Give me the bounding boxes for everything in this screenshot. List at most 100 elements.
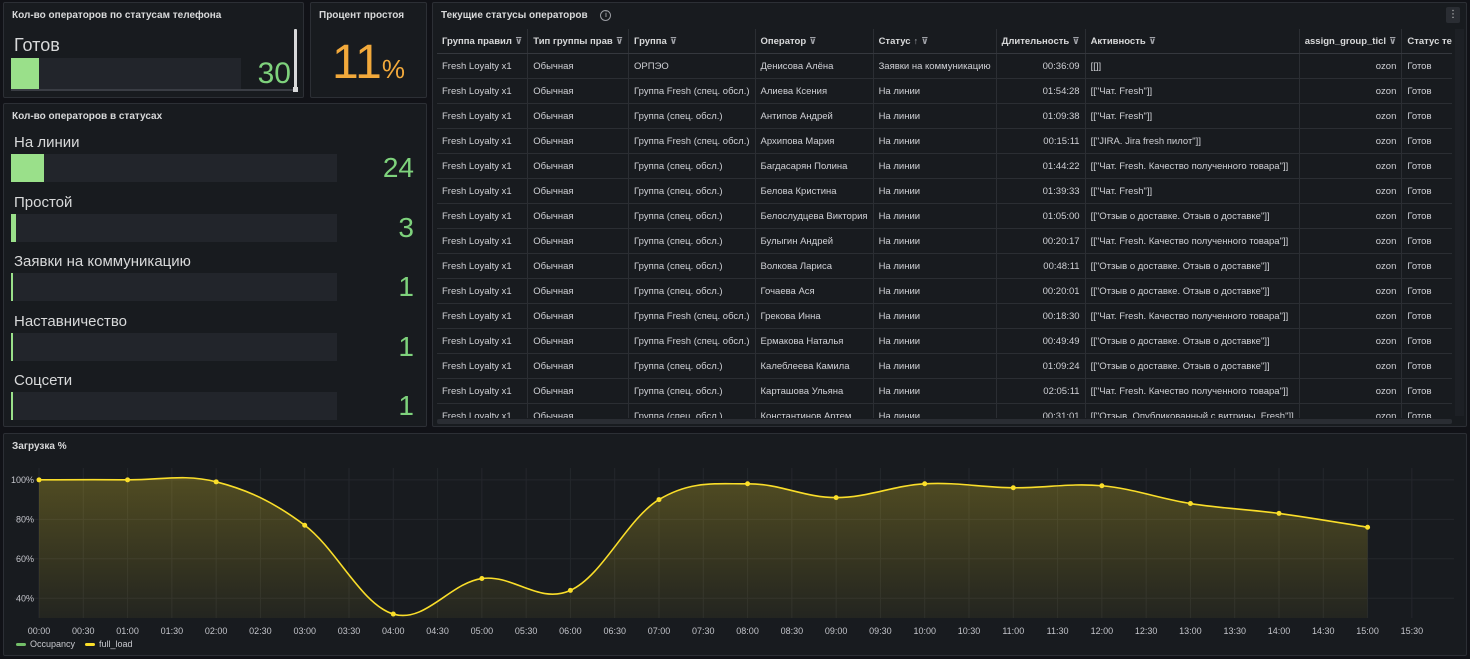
filter-icon[interactable]: ⊽	[514, 35, 523, 46]
vertical-scrollbar[interactable]	[1455, 29, 1464, 416]
table-cell: Fresh Loyalty x1	[437, 153, 529, 179]
table-row[interactable]: Fresh Loyalty x1 Обычная Группа Fresh (спе…	[437, 128, 1452, 154]
table-cell: Fresh Loyalty x1	[437, 78, 529, 104]
filter-icon[interactable]: ⊽	[1148, 35, 1157, 46]
table-row[interactable]: Fresh Loyalty x1 Обычная Группа (спец. обс…	[437, 103, 1452, 129]
bargauge-fill	[11, 58, 39, 89]
x-tick-label: 07:00	[648, 626, 671, 636]
table-row[interactable]: Fresh Loyalty x1 Обычная Группа (спец. обс…	[437, 253, 1452, 279]
filter-icon[interactable]: ⊽	[669, 35, 678, 46]
filter-icon[interactable]: ⊽	[809, 35, 817, 46]
table-cell: Fresh Loyalty x1	[437, 253, 529, 279]
table-cell: 00:20:17	[996, 228, 1086, 254]
table-row[interactable]: Fresh Loyalty x1 Обычная Группа Fresh (спе…	[437, 78, 1452, 104]
y-tick-label: 80%	[16, 514, 34, 524]
status-bar-track	[11, 332, 337, 361]
table-cell: Архипова Мария	[755, 128, 874, 154]
filter-icon[interactable]: ⊽	[1389, 35, 1397, 46]
table-cell: [["Чат. Fresh. Качество полученного това…	[1085, 378, 1300, 404]
table-cell: ozon	[1299, 303, 1403, 329]
table-cell: Обычная	[527, 378, 630, 404]
resize-handle[interactable]	[293, 87, 298, 92]
column-header-label: assign_group_ticl	[1304, 35, 1387, 47]
table-cell: Обычная	[527, 303, 630, 329]
stat-unit: %	[381, 54, 405, 84]
table-cell: Денисова Алёна	[755, 53, 874, 79]
info-icon[interactable]: i	[600, 10, 612, 21]
column-header[interactable]: Группа правил ⊽	[437, 29, 529, 54]
column-header[interactable]: Группа ⊽	[628, 29, 756, 54]
column-header[interactable]: Длительность ⊽	[996, 29, 1086, 54]
table-cell: Обычная	[527, 403, 630, 418]
x-tick-label: 10:30	[958, 626, 981, 636]
column-header[interactable]: Статус теле	[1401, 29, 1452, 54]
table-cell: Группа (спец. обсл.)	[628, 278, 756, 304]
table-row[interactable]: Fresh Loyalty x1 Обычная Группа (спец. обс…	[437, 228, 1452, 254]
table-cell: 01:09:38	[996, 103, 1086, 129]
status-bar-track	[11, 273, 337, 301]
table-cell: Fresh Loyalty x1	[437, 403, 529, 418]
filter-icon[interactable]: ⊽	[1072, 35, 1080, 46]
x-tick-label: 03:30	[338, 626, 361, 636]
table-row[interactable]: Fresh Loyalty x1 Обычная Группа (спец. обс…	[437, 403, 1452, 418]
sort-asc-icon[interactable]: ↑	[913, 35, 919, 46]
table-cell: Белослудцева Виктория	[755, 203, 874, 229]
bargauge-value: 30	[257, 57, 291, 90]
table-cell: 00:36:09	[996, 53, 1086, 79]
table-row[interactable]: Fresh Loyalty x1 Обычная ОРПЭО Денисова Алё…	[437, 53, 1452, 79]
more-vertical-icon[interactable]: ⋮	[1446, 7, 1460, 23]
scrollbar[interactable]	[294, 29, 297, 89]
table-cell: Группа (спец. обсл.)	[628, 178, 756, 204]
filter-icon[interactable]: ⊽	[921, 35, 929, 46]
table-cell: Обычная	[527, 353, 630, 379]
column-header[interactable]: Тип группы прав ⊽	[527, 29, 630, 54]
table-row[interactable]: Fresh Loyalty x1 Обычная Группа (спец. обс…	[437, 153, 1452, 179]
table-cell: Fresh Loyalty x1	[437, 353, 529, 379]
table-cell: Группа Fresh (спец. обсл.)	[628, 78, 756, 104]
data-point	[1276, 510, 1282, 516]
table-row[interactable]: Fresh Loyalty x1 Обычная Группа (спец. обс…	[437, 178, 1452, 204]
data-point	[656, 497, 662, 503]
table-cell: Группа Fresh (спец. обсл.)	[628, 303, 756, 329]
table-cell: Заявки на коммуникацию	[873, 53, 997, 79]
table-cell: ozon	[1299, 128, 1403, 154]
legend-label: full_load	[99, 639, 133, 649]
table-cell: 00:31:01	[996, 403, 1086, 418]
panel-title: Текущие статусы операторов i	[441, 10, 612, 21]
table-cell: ozon	[1299, 253, 1403, 279]
status-bar-fill	[11, 213, 16, 242]
table-cell: ozon	[1299, 403, 1403, 418]
column-header[interactable]: Статус ↑ ⊽	[873, 29, 997, 54]
table-row[interactable]: Fresh Loyalty x1 Обычная Группа Fresh (спе…	[437, 328, 1452, 354]
filter-icon[interactable]: ⊽	[615, 35, 624, 46]
table-cell: На линии	[873, 203, 997, 229]
table-row[interactable]: Fresh Loyalty x1 Обычная Группа (спец. обс…	[437, 278, 1452, 304]
table-row[interactable]: Fresh Loyalty x1 Обычная Группа (спец. обс…	[437, 378, 1452, 404]
load-chart[interactable]: 00:00 00:30 01:00 01:30 02:00 02:30 03:00 03:30…	[4, 446, 1466, 646]
legend-item[interactable]: Occupancy	[16, 639, 75, 649]
column-header[interactable]: Активность ⊽	[1085, 29, 1300, 54]
horizontal-scrollbar[interactable]	[437, 419, 1452, 424]
x-tick-label: 13:00	[1179, 626, 1202, 636]
table-cell: Карташова Ульяна	[755, 378, 874, 404]
table-cell: Обычная	[527, 228, 630, 254]
table-cell: 01:44:22	[996, 153, 1086, 179]
table-row[interactable]: Fresh Loyalty x1 Обычная Группа (спец. обс…	[437, 353, 1452, 379]
table-scroll-area[interactable]: Группа правил ⊽ Тип группы прав ⊽ Группа ⊽ Опе…	[437, 29, 1452, 418]
table-cell: Fresh Loyalty x1	[437, 228, 529, 254]
series-line	[38, 476, 1368, 617]
table-row[interactable]: Fresh Loyalty x1 Обычная Группа Fresh (спе…	[437, 303, 1452, 329]
x-tick-label: 00:30	[72, 626, 95, 636]
panel-title: Процент простоя	[319, 10, 405, 21]
column-header[interactable]: Оператор ⊽	[755, 29, 874, 54]
table-cell: Обычная	[527, 153, 630, 179]
column-header[interactable]: assign_group_ticl ⊽	[1299, 29, 1403, 54]
legend-item[interactable]: full_load	[85, 639, 133, 649]
table-row[interactable]: Fresh Loyalty x1 Обычная Группа (спец. обс…	[437, 203, 1452, 229]
x-tick-label: 08:00	[736, 626, 759, 636]
x-tick-label: 10:00	[913, 626, 936, 636]
table-cell: Fresh Loyalty x1	[437, 128, 529, 154]
x-tick-label: 15:30	[1401, 626, 1424, 636]
table-cell: 01:54:28	[996, 78, 1086, 104]
x-tick-label: 01:30	[161, 626, 184, 636]
